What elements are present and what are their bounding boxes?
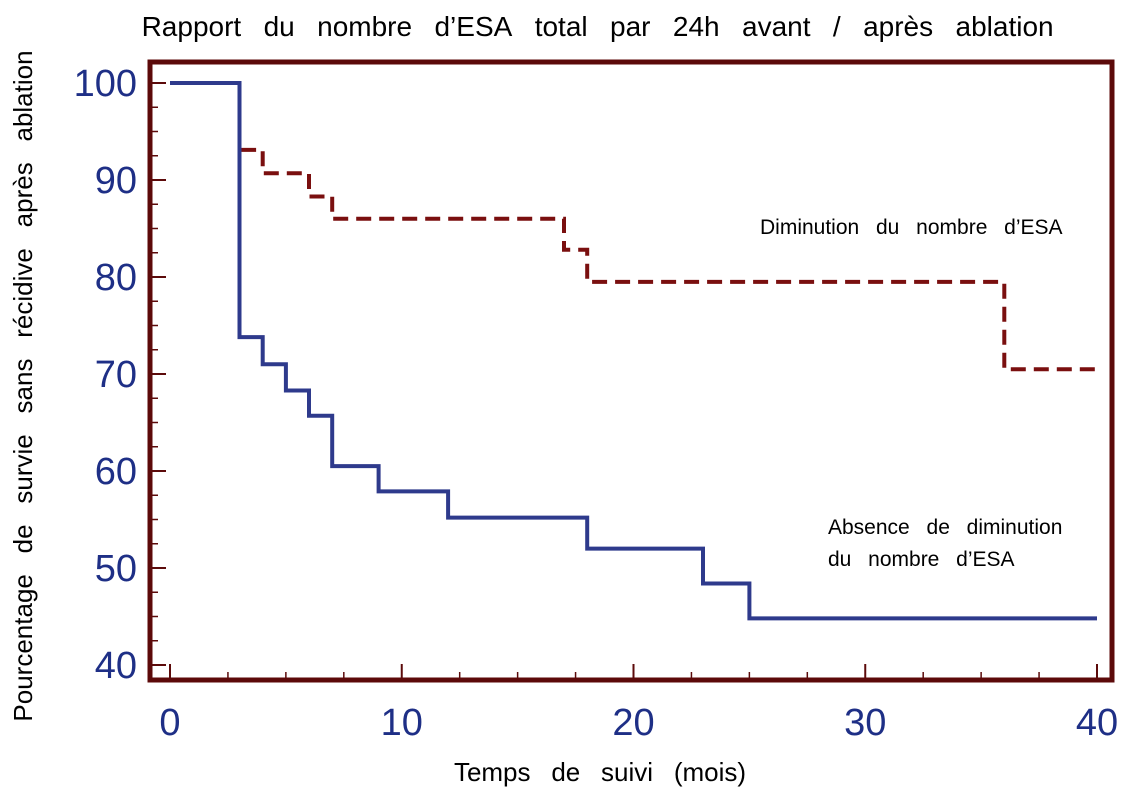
x-tick-label: 20 bbox=[612, 702, 654, 744]
x-tick-label: 40 bbox=[1076, 702, 1118, 744]
x-tick-label: 10 bbox=[381, 702, 423, 744]
y-tick-label: 50 bbox=[95, 548, 137, 590]
y-tick-label: 80 bbox=[95, 257, 137, 299]
x-axis-label: Tempsdesuivi(mois) bbox=[454, 757, 746, 787]
annotation-no-decrease-line1: Absencedediminution bbox=[828, 516, 1062, 539]
chart-title: Rapportdunombred’ESAtotalpar24hav… bbox=[142, 11, 1099, 42]
annotation-decrease: Diminutiondunombred’ESA bbox=[760, 216, 1063, 239]
y-tick-labels: 100 90 80 70 60 50 40 bbox=[74, 63, 166, 687]
series-line-decrease bbox=[170, 81, 1097, 372]
x-tick-label: 0 bbox=[159, 702, 180, 744]
y-tick-label: 90 bbox=[95, 160, 137, 202]
y-tick-label: 100 bbox=[74, 63, 137, 105]
y-axis-label: Pourcentagedesurviesansrécidiveaprè… bbox=[8, 50, 38, 721]
series-line-no-decrease bbox=[170, 81, 1097, 621]
x-tick-labels: 0 10 20 30 40 bbox=[159, 664, 1118, 744]
plot-frame bbox=[147, 59, 1115, 683]
y-tick-label: 60 bbox=[95, 451, 137, 493]
y-tick-label: 40 bbox=[95, 645, 137, 687]
x-tick-label: 30 bbox=[844, 702, 886, 744]
annotation-no-decrease-line2: dunombred’ESA bbox=[828, 548, 1015, 571]
y-tick-label: 70 bbox=[95, 354, 137, 396]
series-layer bbox=[170, 81, 1097, 621]
